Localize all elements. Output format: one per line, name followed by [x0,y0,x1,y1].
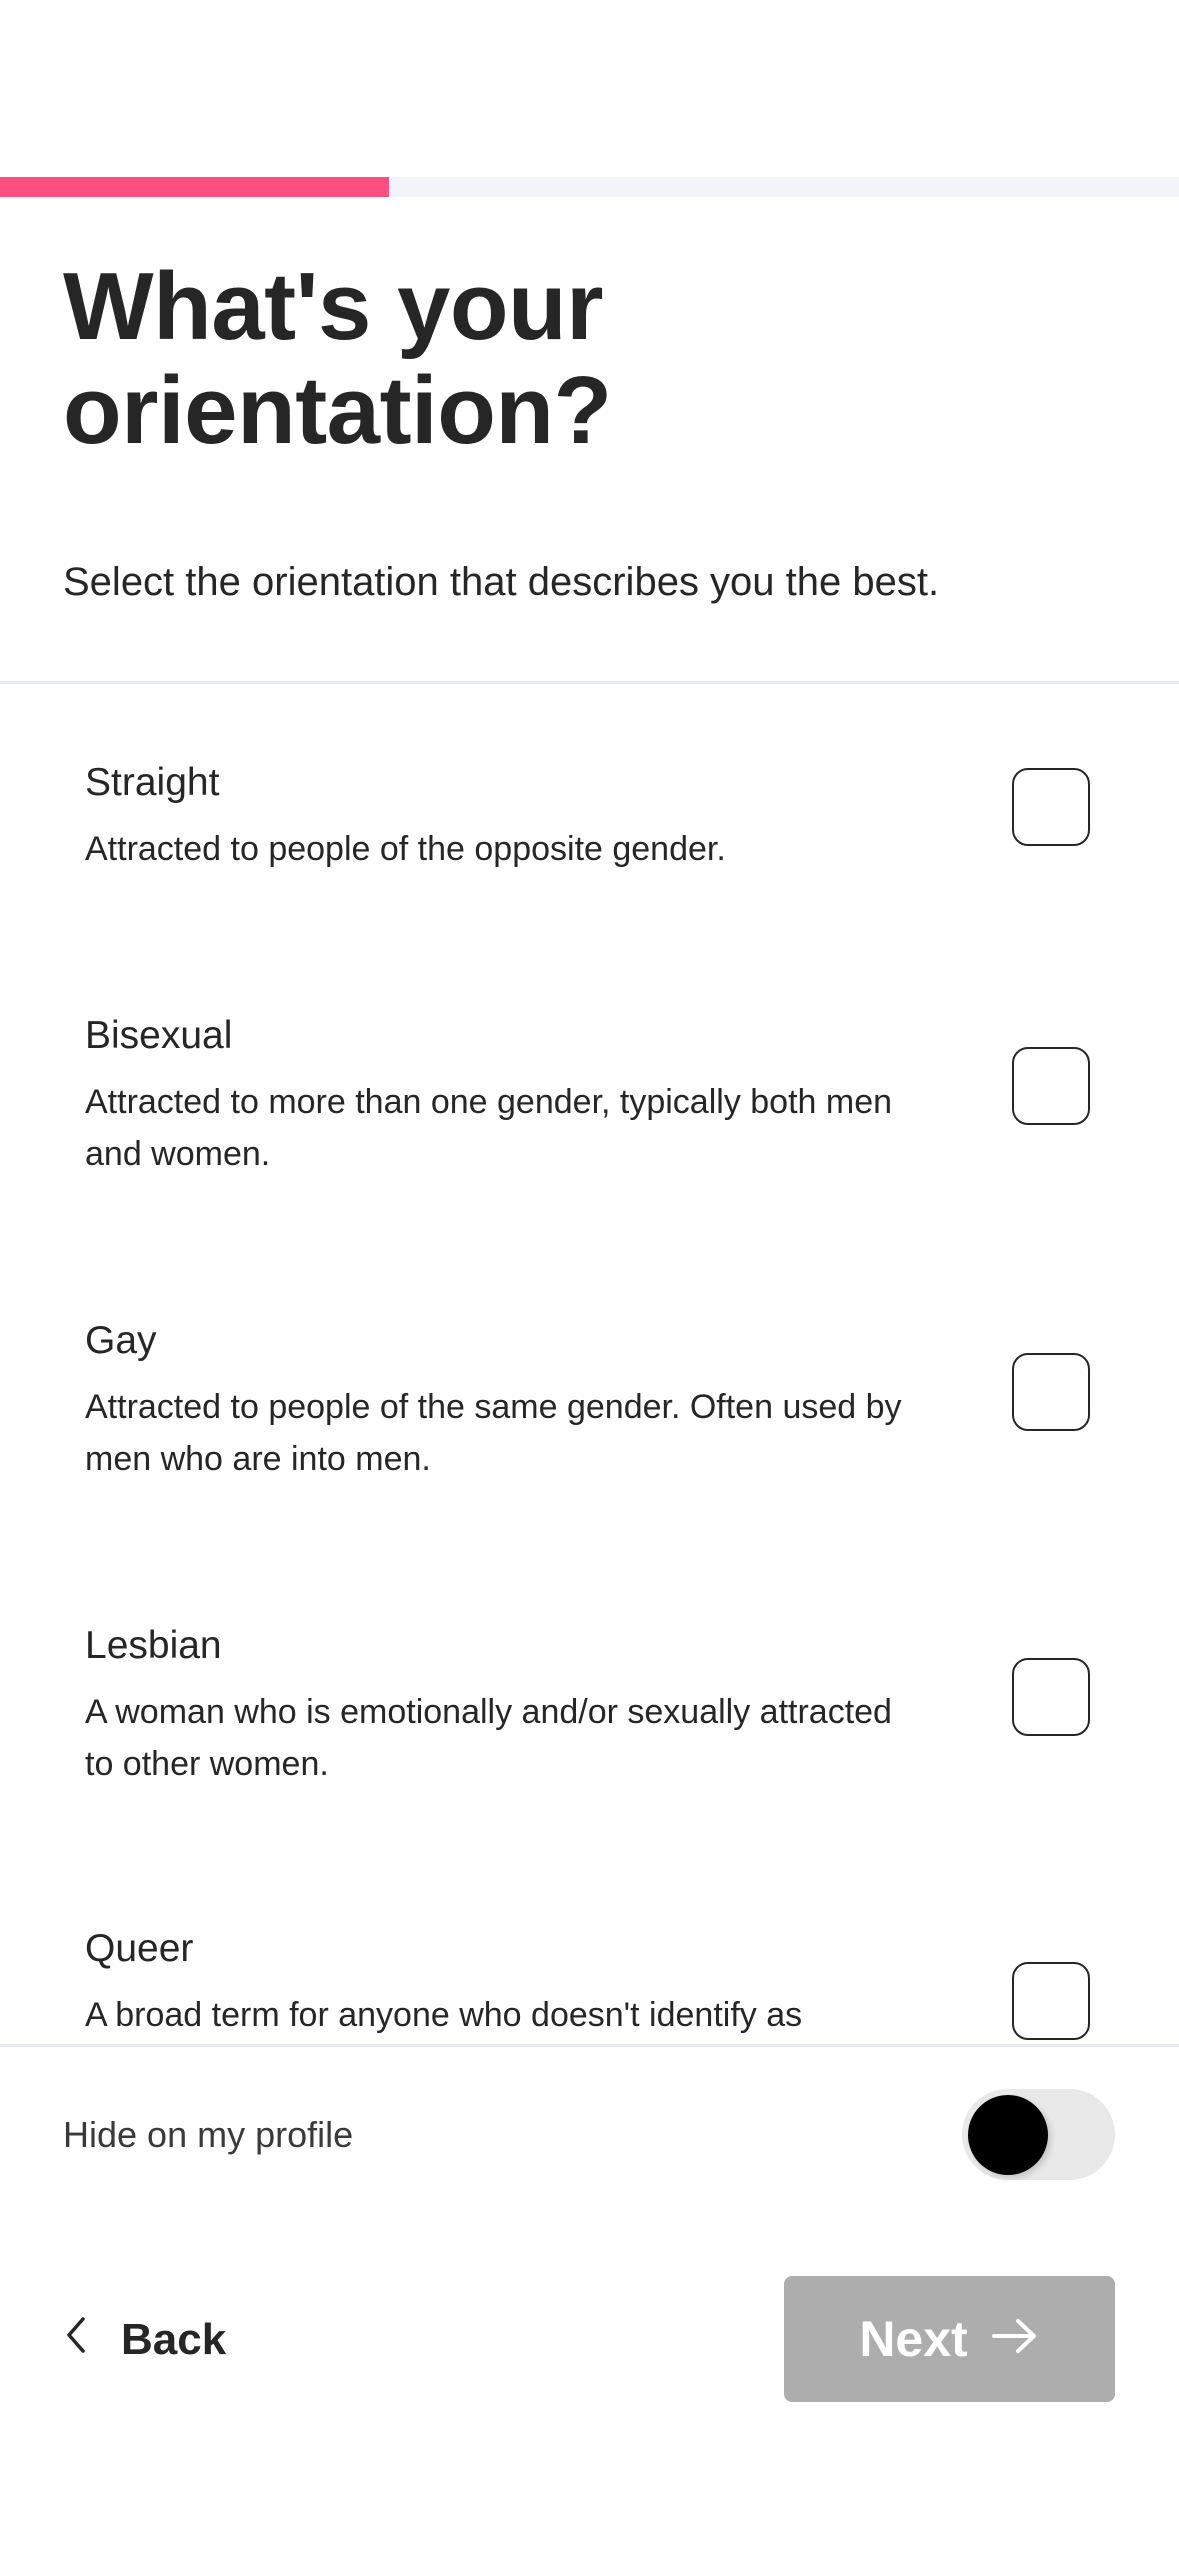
option-name: Queer [85,1927,194,1970]
chevron-left-icon [63,2315,87,2366]
checkbox[interactable] [1012,1962,1090,2040]
option-description: A broad term for anyone who doesn't iden… [85,1996,803,2034]
progress-fill [0,177,390,197]
option-name: Lesbian [85,1624,222,1667]
orientation-list[interactable]: Straight Attracted to people of the oppo… [0,684,1179,2045]
checkbox[interactable] [1012,768,1090,846]
option-bisexual[interactable]: Bisexual Attracted to more than one gend… [0,1014,1179,1274]
progress-bar [0,177,1179,197]
next-button[interactable]: Next [784,2276,1115,2402]
back-label: Back [121,2315,227,2364]
option-name: Straight [85,761,220,804]
option-gay[interactable]: Gay Attracted to people of the same gend… [0,1319,1179,1579]
option-name: Bisexual [85,1014,233,1057]
option-description: Attracted to more than one gender, typic… [85,1083,893,1173]
option-straight[interactable]: Straight Attracted to people of the oppo… [0,761,1179,1021]
hide-on-profile-toggle[interactable] [962,2089,1115,2180]
back-button[interactable]: Back [63,2300,226,2380]
option-queer[interactable]: Queer A broad term for anyone who doesn'… [0,1927,1179,2045]
page-title: What's your orientation? [63,253,612,464]
arrow-right-icon [990,2310,1040,2368]
next-label: Next [859,2311,968,2367]
option-description: Attracted to people of the opposite gend… [85,830,726,868]
divider [0,2044,1179,2047]
checkbox[interactable] [1012,1658,1090,1736]
option-description: Attracted to people of the same gender. … [85,1388,902,1478]
option-lesbian[interactable]: Lesbian A woman who is emotionally and/o… [0,1624,1179,1884]
hide-on-profile-label: Hide on my profile [63,2114,354,2155]
toggle-knob [968,2095,1048,2175]
divider [0,681,1179,684]
checkbox[interactable] [1012,1047,1090,1125]
option-name: Gay [85,1319,157,1362]
option-description: A woman who is emotionally and/or sexual… [85,1693,892,1783]
page-subtitle: Select the orientation that describes yo… [63,560,940,604]
checkbox[interactable] [1012,1353,1090,1431]
